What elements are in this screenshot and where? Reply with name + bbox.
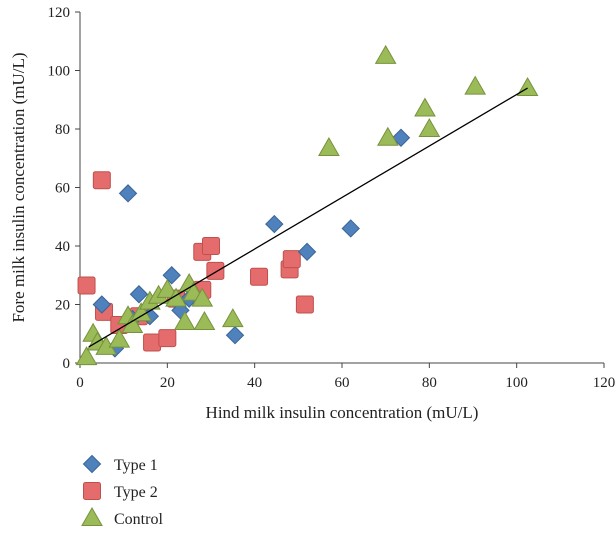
diamond-point: [225, 326, 245, 345]
triangle-point: [414, 97, 436, 117]
y-tick-label: 20: [55, 298, 70, 314]
triangle-point: [464, 75, 487, 95]
data-marks: [75, 44, 539, 366]
legend-label: Type 2: [114, 484, 158, 501]
legend-item: Type 2: [83, 482, 158, 501]
triangle-point: [75, 346, 98, 366]
diamond-point: [129, 285, 149, 304]
y-axis-title: Fore milk insulin concentration (mU/L): [9, 52, 28, 322]
square-legend-icon: [83, 482, 101, 500]
triangle-point: [165, 287, 187, 307]
triangle-point: [418, 117, 441, 137]
series-type-2: [77, 171, 314, 352]
diamond-point: [391, 128, 411, 147]
x-tick-label: 0: [76, 375, 84, 391]
diamond-point: [265, 214, 284, 234]
triangle-point: [173, 311, 196, 331]
diamond-point: [118, 184, 138, 203]
square-point: [206, 261, 225, 280]
diamond-legend-icon: [82, 454, 102, 474]
x-tick-label: 100: [505, 375, 528, 391]
x-tick-label: 120: [593, 375, 616, 391]
y-tick-label: 80: [55, 122, 70, 138]
x-tick-label: 60: [335, 375, 350, 391]
y-tick-label: 40: [55, 239, 70, 255]
y-tick-label: 60: [55, 181, 70, 197]
diamond-point: [341, 219, 360, 238]
x-tick-label: 20: [160, 375, 175, 391]
series-control: [75, 44, 539, 366]
triangle-point: [130, 302, 152, 322]
triangle-point: [376, 126, 399, 146]
trend-line: [88, 87, 528, 348]
triangle-point: [193, 311, 216, 331]
triangle-point: [156, 278, 179, 298]
square-point: [250, 267, 269, 286]
diamond-point: [92, 295, 112, 314]
triangle-point: [191, 287, 214, 307]
triangle-point: [221, 308, 244, 328]
triangle-point: [318, 137, 340, 157]
legend-label: Control: [114, 511, 163, 528]
y-tick-label: 0: [63, 356, 71, 372]
square-point: [92, 171, 111, 190]
x-tick-label: 40: [247, 375, 262, 391]
square-point: [295, 295, 314, 314]
axes: 0 20 40 60 80 100 120 0 20 40 60 80 100 120 Hind milk …: [9, 5, 615, 422]
square-point: [202, 237, 220, 255]
x-axis-title: Hind milk insulin concentration (mU/L): [206, 403, 479, 422]
legend: Type 1 Type 2 Control: [81, 454, 163, 528]
square-point: [143, 333, 162, 352]
triangle-point: [374, 44, 397, 64]
legend-item: Type 1: [82, 454, 158, 474]
legend-item: Control: [81, 506, 163, 528]
diamond-point: [297, 242, 317, 262]
y-tick-label: 120: [48, 5, 71, 21]
legend-label: Type 1: [114, 457, 158, 474]
diamond-point: [162, 266, 181, 285]
triangle-point: [108, 328, 131, 348]
square-point: [77, 276, 96, 295]
x-tick-label: 80: [422, 375, 437, 391]
y-tick-label: 100: [48, 64, 71, 80]
triangle-legend-icon: [81, 506, 103, 526]
square-point: [282, 250, 301, 269]
square-point: [158, 329, 177, 348]
